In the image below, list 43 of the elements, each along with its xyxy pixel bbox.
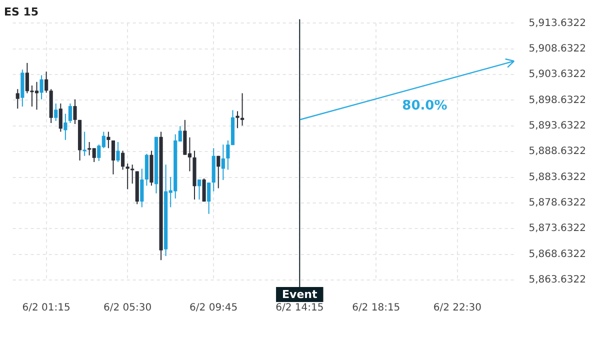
- candlestick: [73, 98, 77, 125]
- y-tick-label: 5,898.6322: [528, 94, 586, 106]
- chart-title: ES 15: [4, 5, 39, 18]
- candlestick: [130, 164, 134, 184]
- candlestick: [64, 113, 68, 140]
- candlestick: [16, 88, 20, 110]
- x-tick-label: 6/2 22:30: [433, 302, 482, 314]
- y-tick-label: 5,903.6322: [528, 69, 586, 80]
- candlestick: [140, 168, 144, 208]
- y-tick-label: 5,893.6322: [528, 120, 586, 132]
- y-tick-label: 5,883.6322: [528, 172, 586, 183]
- candlestick: [40, 74, 44, 100]
- candlestick: [197, 179, 202, 200]
- y-tick-label: 5,908.6322: [528, 43, 586, 54]
- y-tick-label: 5,913.6322: [528, 18, 586, 29]
- y-tick-label: 5,878.6322: [528, 198, 586, 209]
- y-tick-label: 5,863.6322: [528, 274, 586, 286]
- ref-line-label: Event: [282, 288, 318, 301]
- candlestick: [111, 140, 116, 175]
- candlestick: [68, 102, 72, 124]
- annotation: 80.0%: [402, 98, 448, 114]
- candlestick: [236, 110, 240, 129]
- candlestick: [207, 182, 211, 214]
- x-tick-label: 6/2 18:15: [352, 302, 400, 314]
- x-tick-label: 6/2 09:45: [190, 302, 238, 314]
- candlestick: [121, 150, 125, 170]
- x-tick-label: 6/2 05:30: [104, 302, 152, 314]
- y-tick-label: 5,868.6322: [528, 248, 586, 260]
- candlestick: [106, 131, 110, 149]
- candlestick: [44, 71, 48, 94]
- candlestick: [202, 178, 206, 202]
- y-tick-label: 5,873.6322: [528, 223, 586, 234]
- candlestick: [54, 102, 58, 122]
- candlestick: [58, 102, 62, 132]
- x-tick-label: 6/2 14:15: [276, 302, 324, 314]
- candlestick: [82, 131, 86, 156]
- candlestick: [116, 142, 120, 163]
- x-tick-label: 6/2 01:15: [22, 302, 70, 314]
- candlestick: [240, 92, 244, 126]
- candlestick: [221, 144, 225, 181]
- candlestick: [216, 155, 220, 189]
- candlestick: [126, 163, 130, 190]
- y-tick-label: 5,888.6322: [528, 146, 586, 158]
